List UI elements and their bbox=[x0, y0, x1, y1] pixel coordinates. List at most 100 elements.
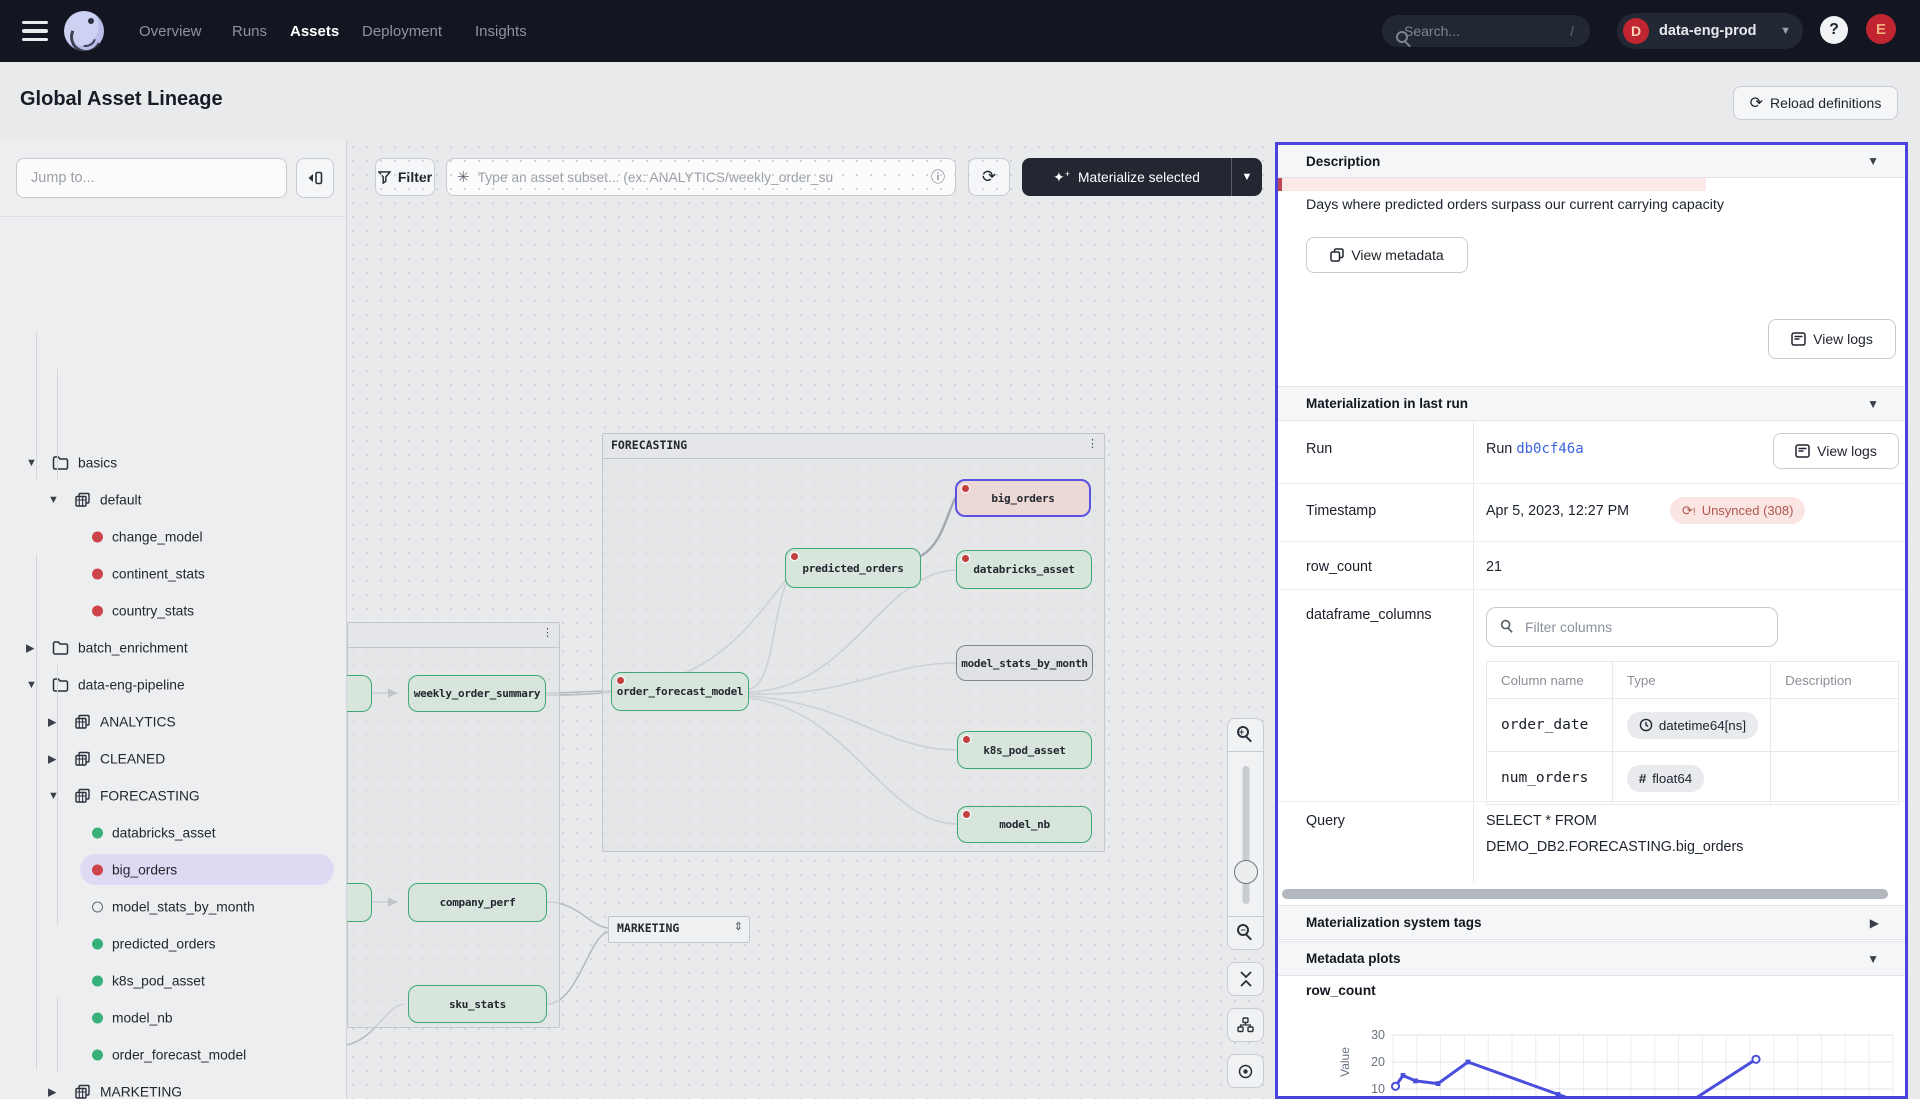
zoom-slider-handle[interactable] bbox=[1233, 860, 1258, 884]
jump-to-input[interactable]: Jump to... bbox=[16, 158, 287, 198]
failed-dot-icon bbox=[962, 555, 969, 562]
asset-node-clipped[interactable] bbox=[347, 883, 372, 922]
search-input[interactable]: Search... / bbox=[1382, 15, 1590, 48]
timestamp-value: Apr 5, 2023, 12:27 PM bbox=[1486, 503, 1630, 519]
asset-node-model_nb[interactable]: model_nb bbox=[957, 806, 1092, 843]
filter-columns-input[interactable]: Filter columns bbox=[1486, 607, 1778, 647]
nav-item-insights[interactable]: Insights bbox=[475, 22, 527, 40]
materialize-dropdown-caret[interactable]: ▼ bbox=[1231, 158, 1262, 196]
caret-right-icon[interactable]: ▶ bbox=[48, 716, 57, 728]
sidebar-item-batch_enrichment[interactable]: ▶ batch_enrichment bbox=[0, 629, 346, 666]
asset-tree-sidebar: Jump to... ▼ basics ▼ default change_model co… bbox=[0, 140, 347, 1099]
asset-node-predicted_orders[interactable]: predicted_orders bbox=[785, 548, 921, 588]
zoom-out-button[interactable]: − bbox=[1227, 916, 1264, 950]
caret-down-icon[interactable]: ▼ bbox=[26, 678, 37, 691]
status-dot-icon bbox=[92, 605, 103, 616]
asset-node-k8s_pod_asset[interactable]: k8s_pod_asset bbox=[957, 731, 1092, 769]
run-id-link[interactable]: db0cf46a bbox=[1516, 441, 1584, 457]
columns-table-header-row: Column name Type Description bbox=[1486, 661, 1899, 699]
run-view-logs-button[interactable]: View logs bbox=[1773, 433, 1899, 469]
collapse-groups-button[interactable] bbox=[1227, 962, 1264, 996]
sidebar-item-FORECASTING[interactable]: ▼ FORECASTING bbox=[0, 777, 346, 814]
type-badge: # float64 bbox=[1626, 764, 1705, 792]
chevron-down-icon: ▼ bbox=[1867, 154, 1879, 168]
sidebar-item-predicted_orders[interactable]: predicted_orders bbox=[0, 925, 346, 962]
zoom-slider[interactable] bbox=[1227, 751, 1264, 917]
group-marketing[interactable]: MARKETING ⇕ bbox=[608, 916, 750, 943]
materialize-selected-main[interactable]: ✦+ Materialize selected bbox=[1053, 168, 1200, 185]
sidebar-item-data-eng-pipeline[interactable]: ▼ data-eng-pipeline bbox=[0, 666, 346, 703]
nav-item-runs[interactable]: Runs bbox=[232, 22, 268, 40]
sidebar-item-default[interactable]: ▼ default bbox=[0, 481, 346, 518]
caret-down-icon[interactable]: ▼ bbox=[48, 493, 59, 506]
user-avatar[interactable]: E bbox=[1866, 14, 1896, 44]
collapse-group-icon[interactable]: ⋮ bbox=[542, 627, 553, 639]
sidebar-item-MARKETING[interactable]: ▶ MARKETING bbox=[0, 1073, 346, 1099]
sidebar-item-k8s_pod_asset[interactable]: k8s_pod_asset bbox=[0, 962, 346, 999]
folder-icon bbox=[52, 444, 69, 481]
nav-item-deployment[interactable]: Deployment bbox=[362, 22, 443, 40]
help-icon[interactable]: ? bbox=[1820, 16, 1848, 44]
status-dot-icon bbox=[92, 901, 103, 912]
last-run-section-header[interactable]: Materialization in last run ▼ bbox=[1278, 386, 1905, 421]
reload-definitions-button[interactable]: ⟳ Reload definitions bbox=[1733, 86, 1898, 120]
dataframe-columns-row-label: dataframe_columns bbox=[1306, 607, 1432, 623]
status-dot-icon bbox=[92, 531, 103, 542]
collapse-group-icon[interactable]: ⋮ bbox=[1087, 438, 1098, 450]
asset-node-big_orders[interactable]: big_orders bbox=[955, 479, 1091, 517]
sidebar-item-country_stats[interactable]: country_stats bbox=[0, 592, 346, 629]
sidebar-item-continent_stats[interactable]: continent_stats bbox=[0, 555, 346, 592]
caret-right-icon[interactable]: ▶ bbox=[26, 642, 35, 654]
asset-node-company_perf[interactable]: company_perf bbox=[408, 883, 547, 922]
sidebar-item-model_nb[interactable]: model_nb bbox=[0, 999, 346, 1036]
sidebar-item-big_orders[interactable]: big_orders bbox=[0, 851, 346, 888]
repo-icon bbox=[74, 777, 91, 814]
nav-item-assets[interactable]: Assets bbox=[290, 22, 340, 40]
dagster-logo-icon[interactable] bbox=[64, 11, 104, 51]
zoom-in-button[interactable]: + bbox=[1227, 718, 1264, 752]
collapse-sidebar-button[interactable] bbox=[296, 158, 334, 198]
graph-layout-button[interactable] bbox=[1227, 1008, 1264, 1042]
expand-group-icon[interactable]: ⇕ bbox=[733, 921, 743, 933]
caret-down-icon[interactable]: ▼ bbox=[26, 456, 37, 469]
sidebar-item-basics[interactable]: ▼ basics bbox=[0, 444, 346, 481]
horizontal-scrollbar[interactable] bbox=[1282, 889, 1888, 899]
menu-icon[interactable] bbox=[22, 21, 48, 41]
svg-text:10: 10 bbox=[1371, 1082, 1385, 1096]
sync-problem-icon: ⟳! bbox=[1682, 502, 1696, 518]
asset-node-sku_stats[interactable]: sku_stats bbox=[408, 985, 547, 1023]
description-section-header[interactable]: Description ▼ bbox=[1278, 145, 1905, 178]
chart-title: row_count bbox=[1306, 983, 1376, 998]
svg-text:30: 30 bbox=[1371, 1028, 1385, 1042]
sidebar-item-change_model[interactable]: change_model bbox=[0, 518, 346, 555]
system-tags-section-header[interactable]: Materialization system tags ▶ bbox=[1278, 905, 1905, 940]
recenter-button[interactable] bbox=[1227, 1054, 1264, 1088]
query-text-line2: DEMO_DB2.FORECASTING.big_orders bbox=[1486, 839, 1744, 855]
failed-dot-icon bbox=[963, 736, 970, 743]
tree-guide-line bbox=[57, 369, 58, 479]
nav-item-overview[interactable]: Overview bbox=[139, 22, 202, 40]
asset-node-clipped[interactable] bbox=[347, 675, 372, 712]
sidebar-item-ANALYTICS[interactable]: ▶ ANALYTICS bbox=[0, 703, 346, 740]
collapse-chevrons-icon bbox=[1239, 971, 1252, 987]
caret-right-icon[interactable]: ▶ bbox=[48, 1086, 57, 1098]
chevron-right-icon: ▶ bbox=[1869, 915, 1879, 930]
table-row: order_date datetime64[ns] bbox=[1486, 698, 1899, 752]
sidebar-item-model_stats_by_month[interactable]: model_stats_by_month bbox=[0, 888, 346, 925]
caret-down-icon[interactable]: ▼ bbox=[48, 789, 59, 802]
asset-node-model_stats_by_month[interactable]: model_stats_by_month bbox=[956, 645, 1093, 681]
asset-node-order_forecast_model[interactable]: order_forecast_model bbox=[611, 672, 749, 711]
metadata-plots-section-header[interactable]: Metadata plots ▼ bbox=[1278, 941, 1905, 976]
sidebar-item-CLEANED[interactable]: ▶ CLEANED bbox=[0, 740, 346, 777]
status-dot-icon bbox=[92, 1049, 103, 1060]
search-icon bbox=[1500, 619, 1515, 634]
asset-node-weekly_order_summary[interactable]: weekly_order_summary bbox=[408, 675, 546, 712]
workspace-switcher[interactable]: D data-eng-prod ▼ bbox=[1617, 13, 1803, 49]
caret-right-icon[interactable]: ▶ bbox=[48, 753, 57, 765]
view-metadata-button[interactable]: View metadata bbox=[1306, 237, 1468, 273]
asset-node-databricks_asset[interactable]: databricks_asset bbox=[956, 550, 1092, 589]
sidebar-item-databricks_asset[interactable]: databricks_asset bbox=[0, 814, 346, 851]
sidebar-item-order_forecast_model[interactable]: order_forecast_model bbox=[0, 1036, 346, 1073]
materialize-selected-button[interactable]: ✦+ Materialize selected ▼ bbox=[1022, 158, 1262, 196]
banner-view-logs-button[interactable]: View logs bbox=[1768, 319, 1896, 359]
